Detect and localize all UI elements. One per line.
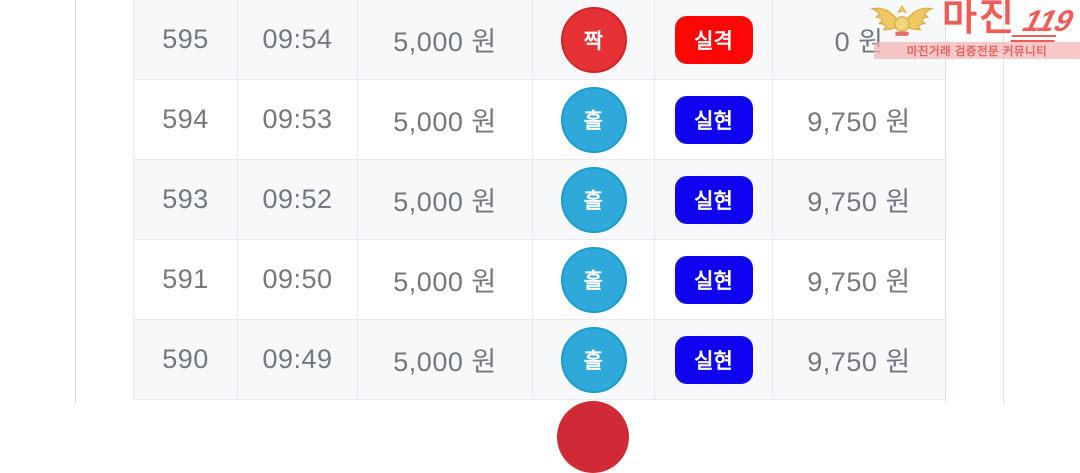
- round-cell: 594: [134, 80, 238, 159]
- pick-cell: 홀: [533, 80, 655, 159]
- table-row: 591 09:50 5,000 원 홀 실현 9,750 원: [134, 240, 945, 320]
- status-cell: 실격: [655, 0, 773, 79]
- profit-cell: 0 원: [834, 27, 884, 57]
- round-cell: 590: [134, 320, 238, 399]
- right-panel-divider: [1003, 0, 1004, 404]
- pick-cell: 홀: [533, 320, 655, 399]
- betting-history-table: 595 09:54 5,000 원 짝 실격 0 원 594 09:53 5,0…: [133, 0, 945, 400]
- table-right-border: [945, 0, 946, 404]
- status-cell: 실현: [655, 160, 773, 239]
- amount-cell: 5,000 원: [358, 240, 533, 319]
- amount-cell: 5,000 원: [358, 320, 533, 399]
- status-button[interactable]: 실현: [674, 335, 753, 384]
- status-button[interactable]: 실현: [674, 255, 753, 304]
- pick-badge: 홀: [560, 86, 627, 153]
- status-cell: 실현: [655, 320, 773, 399]
- profit-cell: 9,750 원: [807, 347, 911, 377]
- amount-cell: 5,000 원: [358, 80, 533, 159]
- pick-cell: 홀: [533, 240, 655, 319]
- profit-cell: 9,750 원: [807, 267, 911, 297]
- time-cell: 09:52: [238, 160, 358, 239]
- table-row: 590 09:49 5,000 원 홀 실현 9,750 원: [134, 320, 945, 400]
- time-cell: 09:54: [238, 0, 358, 79]
- time-cell: 09:50: [238, 240, 358, 319]
- pick-cell: 짝: [533, 0, 655, 79]
- status-button[interactable]: 실현: [674, 175, 753, 224]
- pick-badge: 홀: [560, 246, 627, 313]
- status-button[interactable]: 실격: [674, 15, 753, 64]
- pick-badge: 홀: [560, 326, 627, 393]
- profit-cell: 9,750 원: [807, 187, 911, 217]
- pick-badge: 홀: [560, 166, 627, 233]
- amount-cell: 5,000 원: [358, 160, 533, 239]
- table-row: 593 09:52 5,000 원 홀 실현 9,750 원: [134, 160, 945, 240]
- round-cell: 595: [134, 0, 238, 79]
- next-row-pick-badge-peek: [557, 401, 629, 473]
- time-cell: 09:49: [238, 320, 358, 399]
- brand-logo-text: 마진: [942, 0, 1016, 39]
- status-cell: 실현: [655, 80, 773, 159]
- table-row: 594 09:53 5,000 원 홀 실현 9,750 원: [134, 80, 945, 160]
- amount-cell: 5,000 원: [358, 0, 533, 79]
- status-button[interactable]: 실현: [674, 95, 753, 144]
- pick-badge: 짝: [560, 6, 627, 73]
- time-cell: 09:53: [238, 80, 358, 159]
- round-cell: 591: [134, 240, 238, 319]
- pick-cell: 홀: [533, 160, 655, 239]
- profit-cell: 9,750 원: [807, 107, 911, 137]
- left-panel-divider: [75, 0, 76, 404]
- table-row: 595 09:54 5,000 원 짝 실격 0 원: [134, 0, 945, 80]
- brand-logo-number: 119: [1019, 5, 1077, 38]
- round-cell: 593: [134, 160, 238, 239]
- status-cell: 실현: [655, 240, 773, 319]
